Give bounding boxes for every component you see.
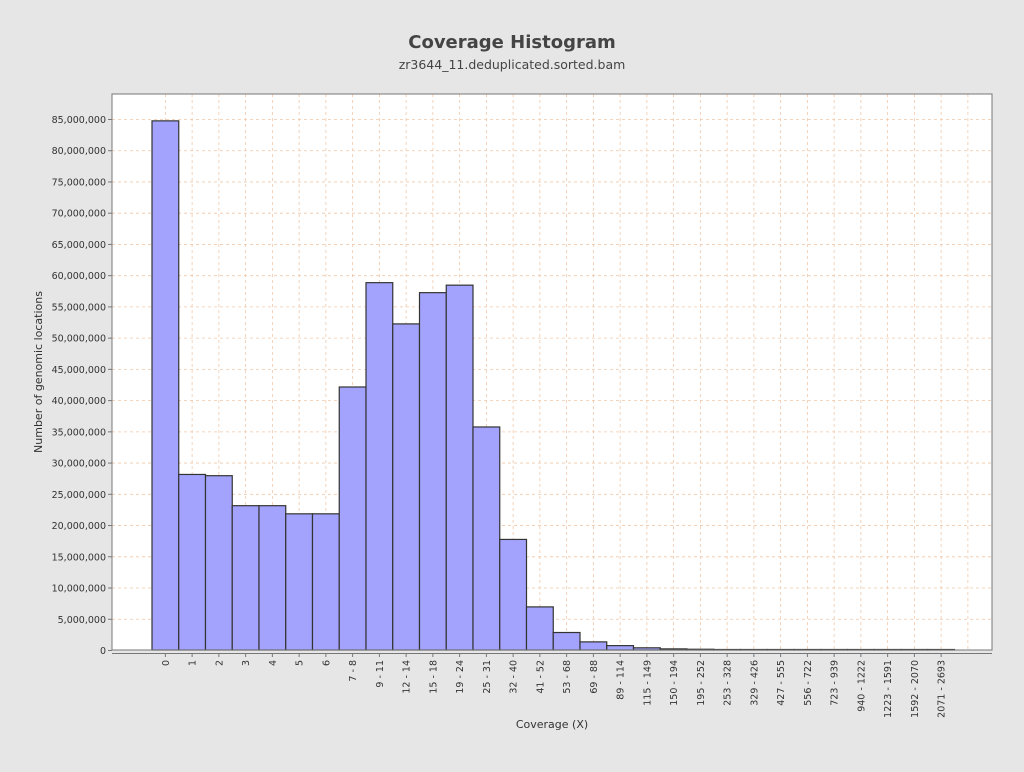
bar-19-24 — [445, 284, 474, 651]
bar-9-11 — [365, 282, 394, 651]
chart-title: Coverage Histogram — [408, 32, 615, 53]
y-axis-label: Number of genomic locations — [32, 291, 45, 453]
x-tick-label: 0 — [161, 660, 172, 666]
x-tick-label: 1592 - 2070 — [910, 660, 921, 718]
bar-7-8 — [338, 386, 367, 651]
x-tick-label: 25 - 31 — [482, 660, 493, 694]
x-tick-label: 940 - 1222 — [856, 660, 867, 712]
x-axis: 0 1 2 3 4 5 6 7 - 8 9 - 11 12 - 14 15 - 18 19 - 24 2… — [112, 653, 992, 718]
x-tick-label: 15 - 18 — [428, 660, 439, 694]
bar-41-52 — [525, 606, 554, 651]
y-tick-label: 40,000,000 — [52, 396, 106, 407]
bar-15-18 — [418, 292, 447, 651]
y-tick-label: 0 — [100, 646, 106, 657]
x-tick-label: 427 - 555 — [776, 660, 787, 706]
x-tick-label: 1 — [188, 660, 199, 666]
x-tick-label: 9 - 11 — [375, 660, 386, 688]
x-tick-label: 2 — [214, 660, 225, 666]
y-tick-label: 45,000,000 — [52, 365, 106, 376]
y-tick-label: 50,000,000 — [52, 334, 106, 345]
y-tick-label: 35,000,000 — [52, 427, 106, 438]
plot-border — [111, 93, 993, 651]
bar-12-14 — [392, 323, 421, 651]
x-tick-label: 5 — [295, 660, 306, 666]
x-tick-label: 7 - 8 — [348, 660, 359, 682]
x-tick-label: 556 - 722 — [803, 660, 814, 706]
x-tick-label: 195 - 252 — [696, 660, 707, 706]
x-tick-label: 32 - 40 — [509, 660, 520, 694]
y-tick-label: 60,000,000 — [52, 271, 106, 282]
x-tick-label: 115 - 149 — [642, 660, 653, 706]
x-tick-label: 723 - 939 — [830, 660, 841, 706]
bar-6 — [311, 513, 340, 651]
bar-25-31 — [472, 426, 501, 651]
x-tick-label: 89 - 114 — [616, 660, 627, 700]
bar-2 — [204, 475, 233, 651]
chart-subtitle: zr3644_11.deduplicated.sorted.bam — [399, 57, 626, 72]
x-tick-label: 6 — [321, 660, 332, 666]
x-tick-label: 2071 - 2693 — [937, 660, 948, 718]
bar-89-114 — [606, 645, 635, 651]
x-tick-label: 12 - 14 — [402, 660, 413, 694]
x-tick-label: 69 - 88 — [589, 660, 600, 694]
y-tick-label: 75,000,000 — [52, 177, 106, 188]
x-axis-label: Coverage (X) — [516, 718, 588, 731]
x-tick-label: 253 - 328 — [723, 660, 734, 706]
x-tick-label: 150 - 194 — [669, 660, 680, 706]
y-tick-label: 30,000,000 — [52, 459, 106, 470]
bar-1 — [178, 473, 207, 651]
y-tick-label: 80,000,000 — [52, 146, 106, 157]
x-tick-label: 329 - 426 — [749, 660, 760, 706]
x-tick-label: 3 — [241, 660, 252, 666]
x-tick-label: 19 - 24 — [455, 660, 466, 694]
y-tick-label: 65,000,000 — [52, 240, 106, 251]
bar-53-68 — [552, 631, 581, 651]
y-tick-label: 70,000,000 — [52, 209, 106, 220]
x-tick-label: 4 — [268, 660, 279, 666]
x-tick-label: 53 - 68 — [562, 660, 573, 694]
y-axis: 0 5,000,000 10,000,000 15,000,000 20,000,000… — [52, 115, 112, 657]
x-tick-label: 41 - 52 — [535, 660, 546, 694]
bar-5 — [285, 513, 314, 651]
y-tick-label: 25,000,000 — [52, 490, 106, 501]
y-tick-label: 20,000,000 — [52, 521, 106, 532]
x-tick-label: 1223 - 1591 — [883, 660, 894, 718]
bar-3 — [231, 505, 260, 651]
bar-0 — [151, 120, 180, 651]
y-tick-label: 15,000,000 — [52, 552, 106, 563]
y-tick-label: 10,000,000 — [52, 584, 106, 595]
y-tick-label: 5,000,000 — [58, 615, 106, 626]
bar-4 — [258, 505, 287, 651]
bar-32-40 — [499, 538, 528, 651]
y-tick-label: 55,000,000 — [52, 302, 106, 313]
y-tick-label: 85,000,000 — [52, 115, 106, 126]
bar-69-88 — [579, 641, 608, 651]
